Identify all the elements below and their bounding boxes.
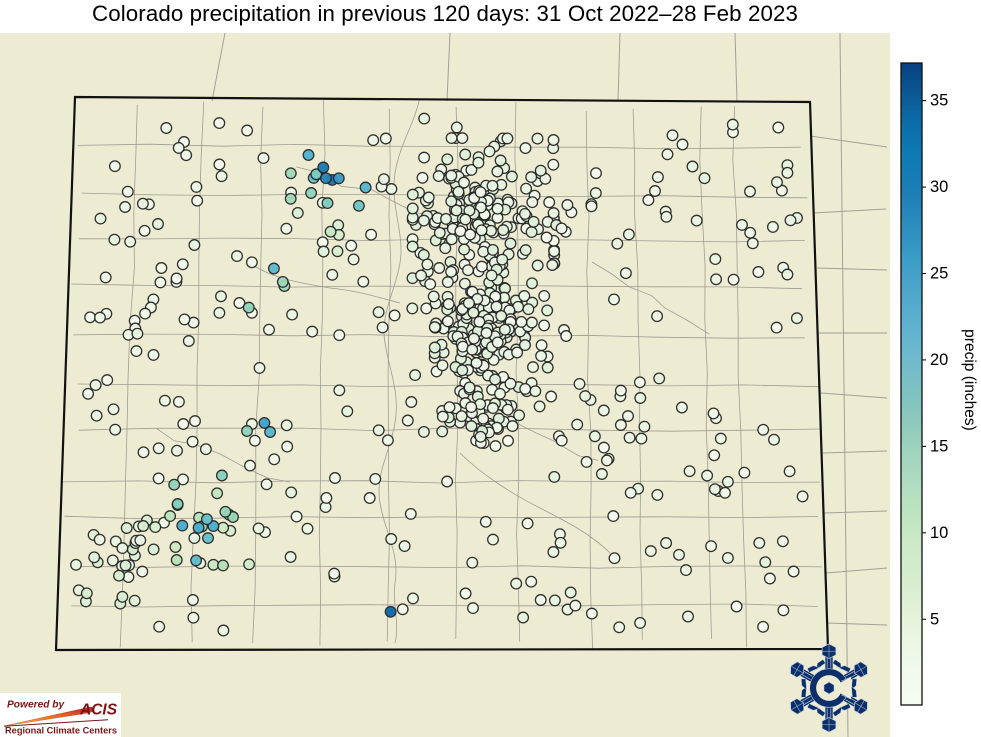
svg-text:30: 30 [930,178,948,196]
svg-text:15: 15 [930,437,948,455]
svg-text:20: 20 [930,351,948,369]
svg-text:precip (inches): precip (inches) [961,329,978,431]
svg-text:Powered by: Powered by [7,700,66,711]
svg-text:10: 10 [930,524,948,542]
svg-text:5: 5 [930,610,939,628]
svg-text:25: 25 [930,265,948,283]
svg-text:ACIS: ACIS [79,701,118,718]
svg-text:35: 35 [930,92,948,110]
svg-text:Regional Climate Centers: Regional Climate Centers [5,725,117,736]
